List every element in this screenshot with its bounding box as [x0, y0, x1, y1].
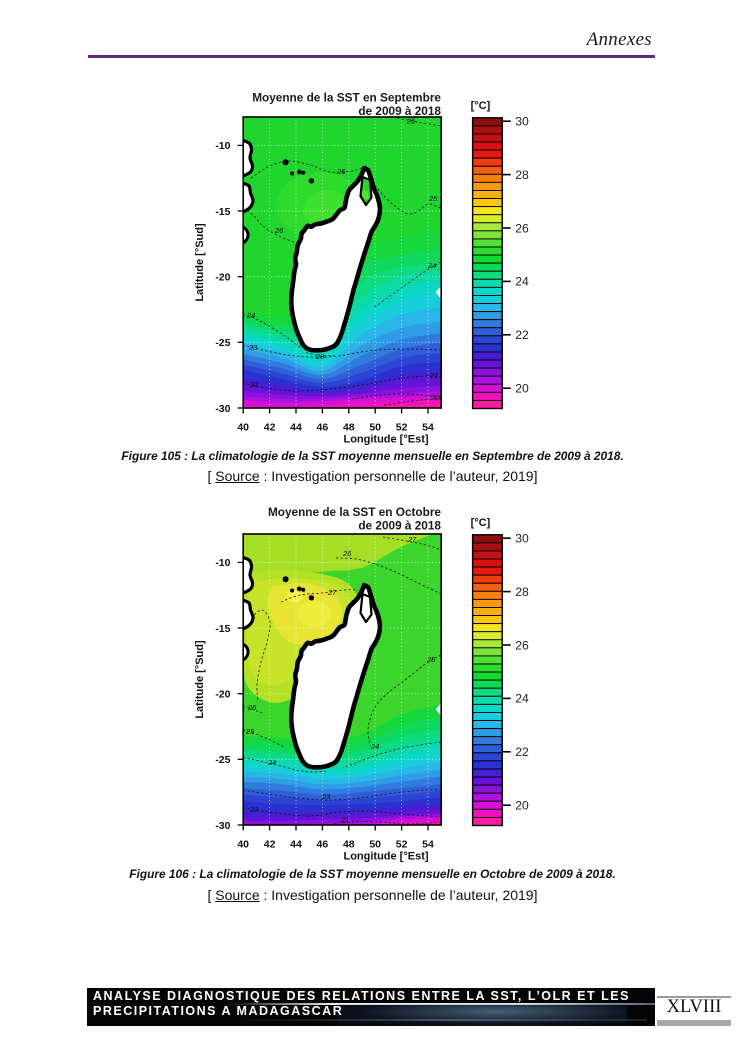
svg-text:25: 25	[245, 727, 255, 736]
svg-text:-30: -30	[215, 820, 230, 832]
svg-text:22: 22	[515, 328, 529, 342]
svg-text:-15: -15	[215, 206, 230, 218]
svg-text:Moyenne de la SST en Septembre: Moyenne de la SST en Septembre	[252, 91, 441, 105]
svg-text:50: 50	[369, 422, 381, 434]
svg-text:30: 30	[515, 115, 529, 129]
svg-text:25: 25	[428, 194, 438, 203]
svg-text:-30: -30	[215, 403, 230, 415]
svg-text:25: 25	[426, 655, 436, 664]
svg-text:46: 46	[317, 839, 329, 851]
svg-text:27: 27	[327, 588, 337, 597]
svg-text:52: 52	[396, 839, 408, 851]
svg-text:22: 22	[249, 380, 259, 389]
svg-text:27: 27	[407, 535, 417, 544]
svg-text:-25: -25	[215, 754, 230, 766]
svg-text:26: 26	[336, 167, 346, 176]
svg-text:-25: -25	[215, 337, 230, 349]
svg-text:54: 54	[422, 422, 434, 434]
svg-text:44: 44	[290, 839, 302, 851]
svg-text:26: 26	[406, 117, 416, 126]
svg-text:23: 23	[315, 352, 325, 361]
svg-text:de 2009 à 2018: de 2009 à 2018	[358, 519, 441, 533]
svg-text:42: 42	[264, 422, 276, 434]
svg-text:-20: -20	[215, 272, 230, 284]
svg-text:52: 52	[396, 422, 408, 434]
svg-text:Latitude [°Sud]: Latitude [°Sud]	[194, 223, 206, 302]
svg-text:24: 24	[246, 311, 255, 320]
svg-text:50: 50	[369, 839, 381, 851]
svg-text:26: 26	[515, 638, 529, 652]
svg-text:Longitude [°Est]: Longitude [°Est]	[343, 434, 428, 446]
svg-text:20: 20	[430, 393, 440, 402]
svg-text:21: 21	[340, 815, 349, 824]
svg-text:46: 46	[317, 422, 329, 434]
svg-text:-10: -10	[215, 140, 230, 152]
svg-text:40: 40	[237, 839, 249, 851]
svg-text:-10: -10	[215, 557, 230, 569]
svg-text:26: 26	[274, 226, 284, 235]
svg-text:21: 21	[429, 371, 438, 380]
svg-text:de 2009 à 2018: de 2009 à 2018	[358, 104, 441, 118]
svg-text:24: 24	[267, 758, 276, 767]
svg-text:54: 54	[422, 839, 434, 851]
svg-text:-20: -20	[215, 689, 230, 701]
svg-text:20: 20	[515, 382, 529, 396]
svg-text:24: 24	[427, 261, 436, 270]
svg-text:28: 28	[515, 585, 529, 599]
svg-text:Latitude [°Sud]: Latitude [°Sud]	[194, 640, 206, 719]
svg-text:26: 26	[515, 221, 529, 235]
svg-text:28: 28	[515, 168, 529, 182]
svg-text:48: 48	[343, 839, 355, 851]
svg-text:24: 24	[515, 692, 529, 706]
svg-text:30: 30	[515, 532, 529, 546]
svg-text:Moyenne de la SST en Octobre: Moyenne de la SST en Octobre	[268, 505, 441, 519]
svg-text:44: 44	[290, 422, 302, 434]
svg-text:23: 23	[248, 343, 258, 352]
svg-text:26: 26	[247, 703, 257, 712]
svg-text:20: 20	[515, 799, 529, 813]
svg-text:[°C]: [°C]	[471, 517, 491, 529]
svg-text:22: 22	[515, 745, 529, 759]
svg-text:Longitude [°Est]: Longitude [°Est]	[343, 851, 428, 863]
svg-text:48: 48	[343, 422, 355, 434]
svg-text:26: 26	[342, 549, 352, 558]
svg-text:42: 42	[264, 839, 276, 851]
svg-text:22: 22	[249, 805, 259, 814]
svg-text:[°C]: [°C]	[471, 100, 491, 112]
svg-text:24: 24	[370, 742, 379, 751]
svg-text:-15: -15	[215, 623, 230, 635]
svg-text:40: 40	[237, 422, 249, 434]
svg-text:24: 24	[515, 275, 529, 289]
svg-text:23: 23	[321, 792, 331, 801]
